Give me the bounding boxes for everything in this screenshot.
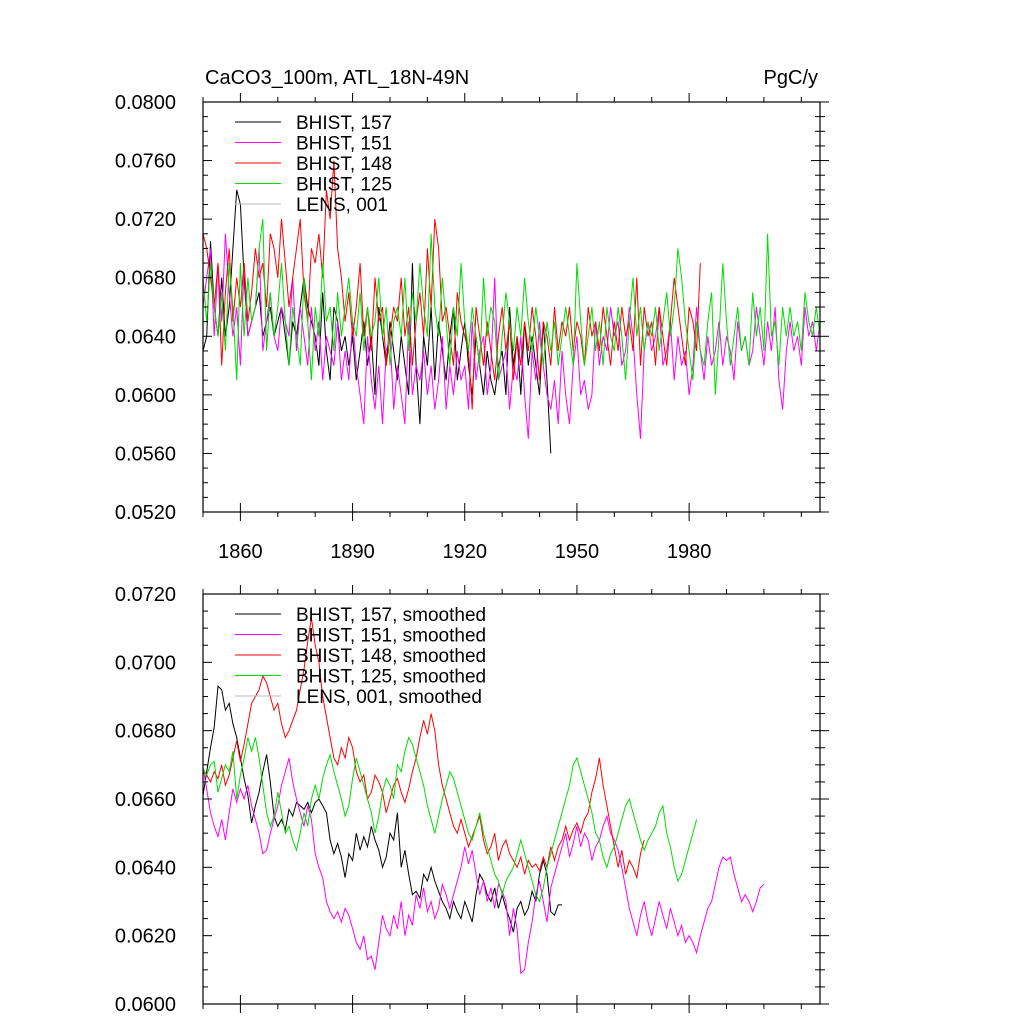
legend-label: LENS, 001	[296, 195, 388, 216]
x-tick-label: 1920	[443, 541, 488, 563]
legend-label: BHIST, 125, smoothed	[296, 667, 486, 688]
y-tick-label: 0.0800	[115, 92, 176, 114]
legend-label: BHIST, 157	[296, 113, 392, 134]
series-line-1-2	[203, 617, 645, 880]
y-tick-label: 0.0760	[115, 151, 176, 173]
legend-label: BHIST, 148	[296, 154, 392, 175]
series-line-0-0	[203, 189, 552, 454]
y-tick-label: 0.0620	[115, 926, 176, 948]
y-tick-label: 0.0680	[115, 721, 176, 743]
series-line-1-1	[203, 757, 765, 975]
y-tick-label: 0.0640	[115, 326, 176, 348]
y-tick-label: 0.0720	[115, 584, 176, 606]
legend-label: BHIST, 151, smoothed	[296, 626, 486, 647]
x-tick-label: 1890	[330, 541, 375, 563]
series-line-0-2	[203, 160, 701, 410]
series-line-1-3	[203, 736, 698, 903]
series-line-0-3	[203, 219, 820, 395]
chart-title: CaCO3_100m, ATL_18N-49N	[205, 67, 469, 89]
x-tick-label: 1980	[667, 541, 712, 563]
y-tick-label: 0.0680	[115, 268, 176, 290]
legend-label: BHIST, 148, smoothed	[296, 646, 486, 667]
y-tick-label: 0.0520	[115, 502, 176, 524]
units-label: PgC/y	[764, 67, 818, 89]
x-tick-label: 1950	[555, 541, 600, 563]
bottom-panel: 0.0600 0.0620 0.0640 0.0660 0.0680 0.0700 0.07…	[115, 584, 829, 1016]
y-tick-label: 0.0700	[115, 652, 176, 674]
y-tick-label: 0.0600	[115, 385, 176, 407]
top-panel: 0.0520 0.0560 0.0600 0.0640 0.0680 0.0720 0.07…	[115, 67, 829, 563]
y-tick-label: 0.0660	[115, 789, 176, 811]
y-tick-label: 0.0560	[115, 443, 176, 465]
y-tick-label: 0.0720	[115, 209, 176, 231]
y-tick-label: 0.0640	[115, 857, 176, 879]
series-line-1-0	[203, 685, 562, 933]
legend-label: LENS, 001, smoothed	[296, 687, 482, 708]
legend-label: BHIST, 125	[296, 175, 392, 196]
x-tick-label: 1860	[218, 541, 263, 563]
series-line-0-1	[203, 233, 820, 439]
legend-label: BHIST, 151	[296, 134, 392, 155]
y-tick-label: 0.0600	[115, 994, 176, 1016]
legend-label: BHIST, 157, smoothed	[296, 605, 486, 626]
